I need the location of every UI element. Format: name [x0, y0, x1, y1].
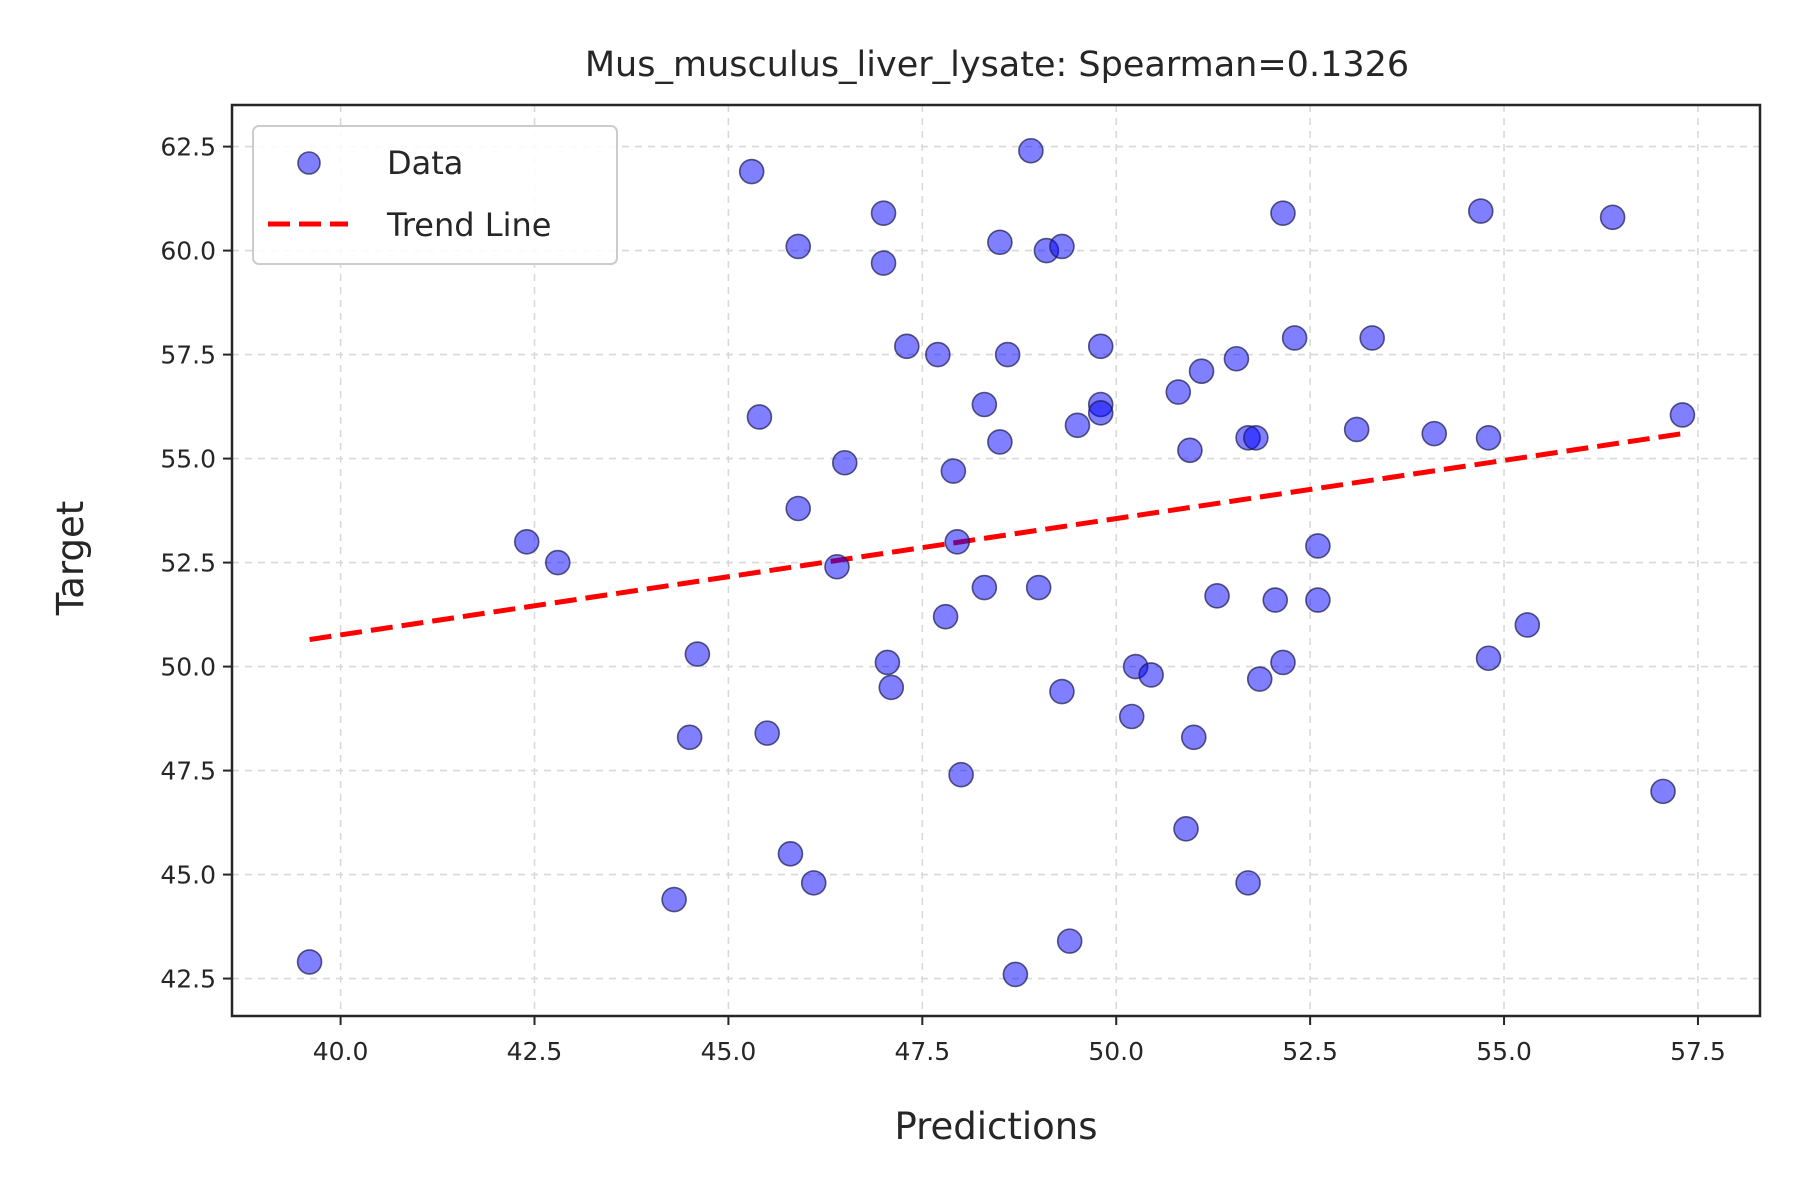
data-point — [925, 341, 951, 368]
data-point — [894, 333, 920, 360]
data-point — [1669, 402, 1696, 428]
data-point — [874, 649, 901, 676]
data-point — [1204, 583, 1230, 609]
data-point — [777, 840, 804, 867]
data-point — [544, 549, 571, 576]
plot-frame — [230, 103, 1762, 1018]
data-point — [1138, 662, 1164, 688]
data-point — [1064, 412, 1091, 439]
data-point — [1087, 333, 1114, 360]
x-tick-label: 57.5 — [1670, 1037, 1726, 1066]
data-point — [971, 574, 998, 601]
legend-marker-data — [297, 151, 321, 175]
data-point — [1087, 400, 1114, 426]
data-point — [1475, 424, 1502, 451]
data-point — [1188, 358, 1215, 385]
data-point — [971, 391, 998, 418]
data-point — [1243, 424, 1269, 451]
data-point — [1056, 928, 1083, 954]
data-point — [987, 229, 1013, 256]
x-tick-label: 55.0 — [1476, 1037, 1532, 1066]
data-point — [870, 200, 897, 226]
data-point — [1305, 533, 1331, 559]
y-tick-label: 55.0 — [160, 445, 216, 474]
y-tick-label: 47.5 — [160, 757, 216, 786]
data-point — [1235, 870, 1261, 896]
data-point — [1475, 645, 1502, 672]
data-point — [1049, 233, 1075, 260]
data-point — [1599, 204, 1626, 231]
data-point — [676, 724, 703, 751]
chart-title: Mus_musculus_liver_lysate: Spearman=0.13… — [585, 45, 1409, 85]
data-point — [296, 949, 323, 975]
x-tick-label: 45.0 — [701, 1037, 757, 1066]
x-gridlines — [339, 105, 1699, 1016]
y-axis-ticks: 42.5 45.0 47.5 50.0 52.5 55.0 57.5 60.0 62.5 — [160, 133, 232, 994]
data-point — [824, 553, 850, 580]
x-tick-label: 52.5 — [1282, 1037, 1338, 1066]
data-point — [994, 341, 1021, 368]
data-point — [1246, 666, 1273, 692]
data-point — [944, 528, 971, 555]
data-point — [1421, 420, 1448, 447]
data-point — [1118, 703, 1145, 730]
legend-label-trend: Trend Line — [386, 206, 551, 244]
data-point — [831, 449, 858, 476]
data-point — [1262, 587, 1289, 613]
y-tick-label: 57.5 — [160, 341, 216, 370]
y-tick-label: 60.0 — [160, 237, 216, 266]
data-point — [1049, 678, 1075, 705]
data-point — [754, 720, 780, 746]
data-point — [1359, 325, 1385, 351]
y-tick-label: 45.0 — [160, 861, 216, 890]
data-point — [878, 674, 905, 701]
y-tick-label: 50.0 — [160, 653, 216, 682]
data-point — [661, 886, 687, 913]
data-point — [1002, 961, 1029, 988]
x-tick-label: 42.5 — [507, 1037, 563, 1066]
y-tick-label: 42.5 — [160, 965, 216, 994]
data-point — [940, 458, 967, 484]
data-point — [738, 158, 765, 185]
data-point — [1343, 416, 1370, 443]
data-point — [987, 429, 1013, 455]
data-point — [1180, 724, 1207, 751]
x-tick-label: 40.0 — [313, 1037, 369, 1066]
data-point — [785, 233, 812, 260]
x-axis-label: Predictions — [894, 1105, 1097, 1148]
trend-line — [309, 431, 1683, 643]
legend-label-data: Data — [387, 144, 463, 182]
y-axis-label: Target — [49, 501, 92, 616]
data-points — [296, 137, 1696, 988]
y-tick-label: 52.5 — [160, 549, 216, 578]
data-point — [513, 528, 540, 555]
y-tick-label: 62.5 — [160, 133, 216, 162]
data-point — [684, 641, 711, 667]
data-point — [1270, 200, 1296, 226]
data-point — [1025, 574, 1052, 601]
legend: Data Trend Line — [252, 125, 618, 265]
data-point — [1305, 587, 1331, 613]
data-point — [1467, 198, 1494, 224]
data-point — [1281, 325, 1308, 351]
data-point — [1270, 649, 1296, 676]
data-point — [948, 761, 974, 788]
x-tick-label: 47.5 — [894, 1037, 950, 1066]
data-point — [1177, 437, 1203, 464]
data-point — [1018, 137, 1044, 164]
data-point — [1650, 778, 1676, 805]
data-point — [800, 870, 827, 896]
data-point — [932, 603, 959, 630]
x-axis-ticks: 40.0 42.5 45.0 47.5 50.0 52.5 55.0 57.5 — [313, 1016, 1726, 1066]
legend-box — [252, 125, 618, 265]
data-point — [1173, 816, 1199, 842]
data-point — [1165, 379, 1192, 405]
data-point — [746, 404, 773, 430]
x-tick-label: 50.0 — [1088, 1037, 1144, 1066]
data-point — [1514, 612, 1541, 638]
data-point — [1223, 345, 1250, 372]
data-point — [785, 495, 812, 522]
data-point — [870, 250, 897, 276]
